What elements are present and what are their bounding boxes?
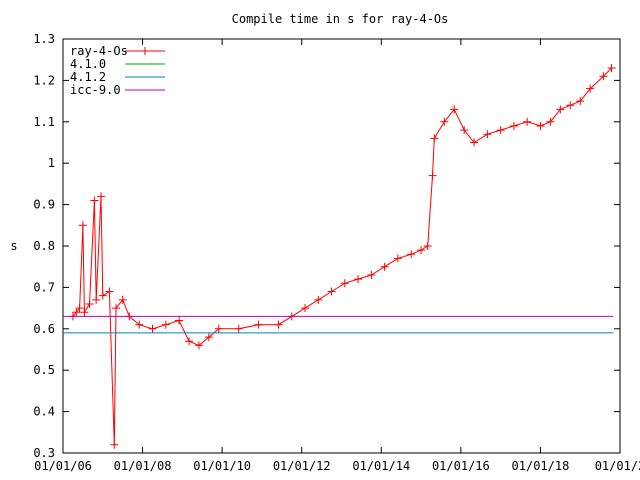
data-point (274, 320, 283, 329)
data-point (496, 126, 505, 135)
y-tick-label: 1.2 (33, 73, 55, 87)
data-point (234, 324, 243, 333)
data-point (460, 126, 469, 135)
data-point (110, 440, 119, 449)
data-point (98, 291, 107, 300)
legend-item: 4.1.0 (70, 57, 165, 71)
y-tick-label: 1.1 (33, 115, 55, 129)
x-tick-label: 01/01/16 (432, 459, 490, 473)
y-tick-label: 0.6 (33, 322, 55, 336)
data-point (556, 105, 565, 114)
series-layer (63, 63, 616, 449)
data-point (72, 308, 81, 317)
data-point (546, 117, 555, 126)
data-point (80, 308, 89, 317)
data-point (470, 138, 479, 147)
legend-item: ray-4-Os (70, 44, 165, 58)
data-point (566, 101, 575, 110)
data-point (161, 320, 170, 329)
x-tick-label: 01/01/2 (595, 459, 640, 473)
x-tick-label: 01/01/18 (512, 459, 570, 473)
data-point (450, 105, 459, 114)
data-point (354, 275, 363, 284)
chart-title: Compile time in s for ray-4-Os (232, 12, 449, 26)
data-point (92, 295, 101, 304)
data-point (607, 63, 616, 72)
data-point (90, 196, 99, 205)
legend-label: ray-4-Os (70, 44, 128, 58)
x-tick-label: 01/01/08 (114, 459, 172, 473)
data-point (483, 130, 492, 139)
data-point (105, 287, 114, 296)
data-point (523, 117, 532, 126)
data-point (75, 304, 84, 313)
data-point (184, 337, 193, 346)
y-tick-label: 1 (48, 156, 55, 170)
data-point (301, 304, 310, 313)
data-point (430, 134, 439, 143)
x-tick-label: 01/01/12 (273, 459, 331, 473)
x-tick-label: 01/01/14 (352, 459, 410, 473)
legend-label: icc-9.0 (70, 83, 121, 97)
legend-marker (141, 47, 149, 55)
x-tick-label: 01/01/06 (34, 459, 92, 473)
data-point (254, 320, 263, 329)
x-tick-label: 01/01/10 (193, 459, 251, 473)
data-point (393, 254, 402, 263)
y-tick-label: 0.5 (33, 363, 55, 377)
series-line (72, 67, 612, 445)
legend-item: 4.1.2 (70, 70, 165, 84)
data-point (586, 84, 595, 93)
data-point (78, 221, 87, 230)
y-tick-label: 0.8 (33, 239, 55, 253)
data-point (175, 316, 184, 325)
legend-label: 4.1.2 (70, 70, 106, 84)
data-point (509, 121, 518, 130)
axes: 0.3 0.4 0.5 0.6 0.7 0.8 0.9 1 1.1 1.2 1.3 01/01/06 0… (33, 32, 640, 473)
legend-item: icc-9.0 (70, 83, 165, 97)
data-point (417, 246, 426, 255)
data-point (599, 72, 608, 81)
data-point (576, 97, 585, 106)
y-tick-label: 1.3 (33, 32, 55, 46)
y-tick-label: 0.3 (33, 446, 55, 460)
data-point (340, 279, 349, 288)
data-point (204, 333, 213, 342)
y-tick-label: 0.9 (33, 198, 55, 212)
series-ray-4-os (68, 63, 616, 449)
data-point (96, 192, 105, 201)
y-tick-label: 0.7 (33, 280, 55, 294)
data-point (118, 295, 127, 304)
data-point (327, 287, 336, 296)
y-axis-label: s (10, 239, 17, 253)
data-point (214, 324, 223, 333)
data-point (148, 324, 157, 333)
legend-label: 4.1.0 (70, 57, 106, 71)
data-point (380, 262, 389, 271)
data-point (423, 242, 432, 250)
data-point (407, 250, 416, 259)
data-point (112, 304, 121, 313)
data-point (367, 270, 376, 279)
data-point (314, 295, 323, 304)
data-point (135, 320, 144, 329)
data-point (428, 171, 437, 180)
data-point (194, 341, 203, 350)
data-point (440, 117, 449, 126)
y-tick-label: 0.4 (33, 405, 55, 419)
data-point (536, 121, 545, 130)
plot-area-frame (62, 38, 621, 454)
data-point (85, 299, 94, 308)
